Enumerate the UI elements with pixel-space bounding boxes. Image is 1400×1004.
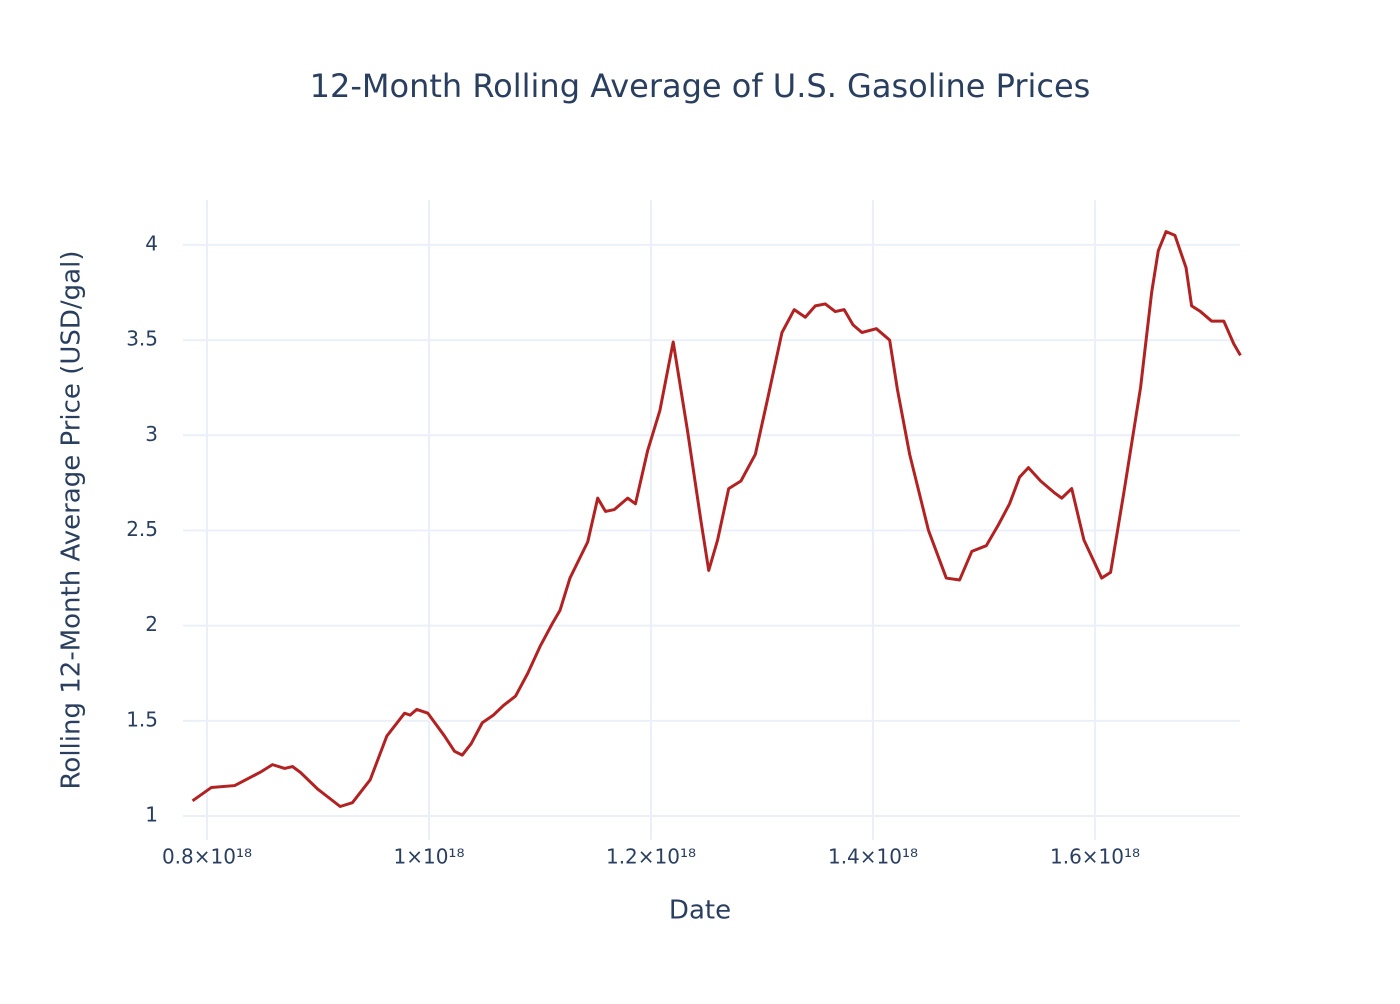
chart-title: 12-Month Rolling Average of U.S. Gasolin…: [310, 67, 1091, 105]
x-tick-label: 1.6×10¹⁸: [1050, 845, 1140, 869]
y-axis-title: Rolling 12-Month Average Price (USD/gal): [57, 251, 87, 790]
y-tick-label: 4: [145, 231, 158, 255]
x-axis-title: Date: [669, 896, 731, 926]
y-tick-label: 2.5: [126, 517, 158, 541]
y-tick-label: 3: [145, 422, 158, 446]
x-tick-label: 1×10¹⁸: [394, 845, 465, 869]
x-tick-label: 0.8×10¹⁸: [162, 845, 252, 869]
y-tick-label: 3.5: [126, 327, 158, 351]
y-tick-label: 1.5: [126, 707, 158, 731]
y-tick-label: 1: [145, 803, 158, 827]
y-tick-label: 2: [145, 612, 158, 636]
x-tick-label: 1.4×10¹⁸: [828, 845, 918, 869]
x-tick-label: 1.2×10¹⁸: [606, 845, 696, 869]
data-line: [191, 230, 1242, 808]
